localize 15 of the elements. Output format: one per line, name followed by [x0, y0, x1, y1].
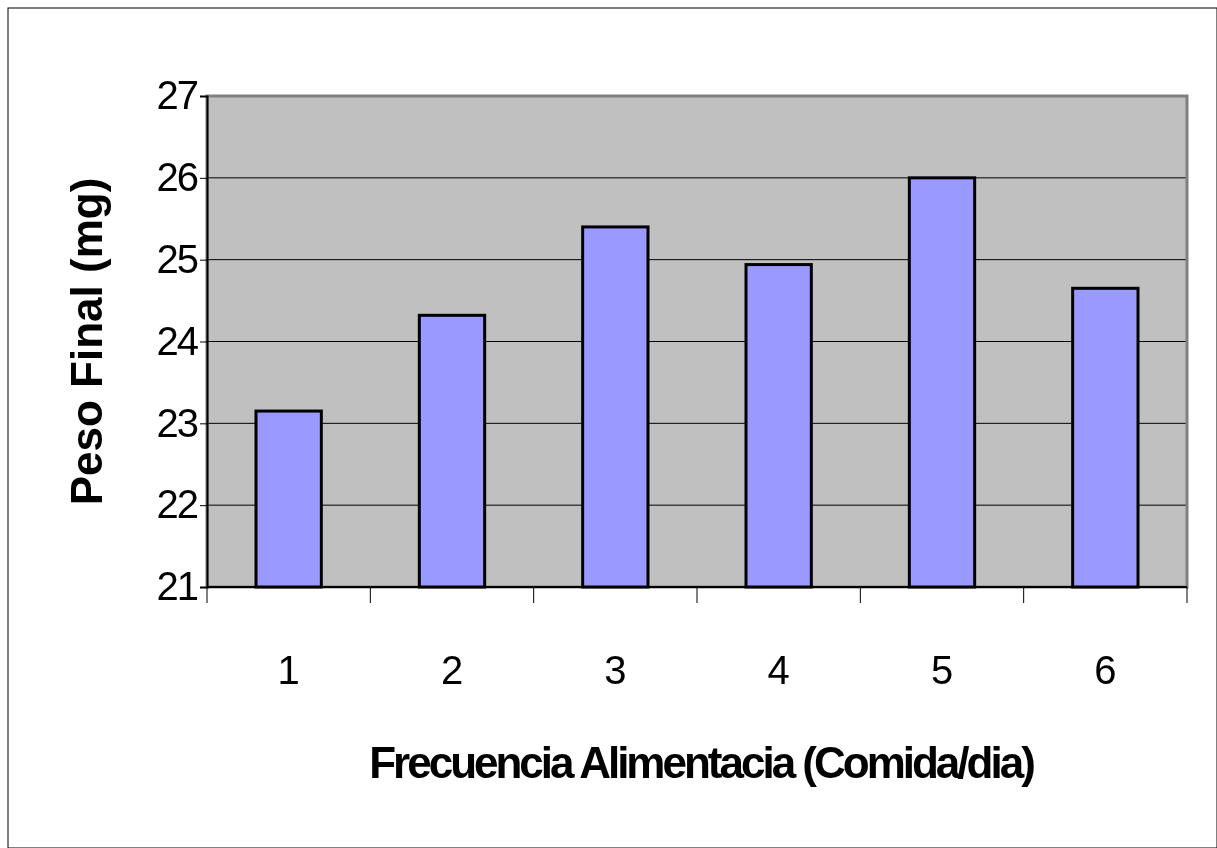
x-tick-label: 3	[604, 648, 627, 692]
x-tick-label: 6	[1094, 648, 1117, 692]
y-axis-title: Peso Final (mg)	[62, 177, 111, 506]
x-tick-label: 2	[440, 648, 464, 692]
y-tick-label: 22	[156, 482, 198, 527]
y-tick-label: 25	[156, 236, 198, 281]
x-tick-label: 4	[767, 648, 790, 692]
y-tick-label: 26	[156, 155, 198, 200]
x-tick-label: 5	[930, 648, 954, 692]
x-tick-label: 1	[277, 648, 300, 692]
y-tick-label: 24	[156, 318, 199, 363]
y-tick-label: 23	[156, 400, 198, 445]
x-axis-title: Frecuencia Alimentacia (Comida/dia)	[369, 738, 1035, 787]
y-tick-label: 21	[156, 564, 198, 609]
y-tick-label: 27	[156, 73, 198, 118]
